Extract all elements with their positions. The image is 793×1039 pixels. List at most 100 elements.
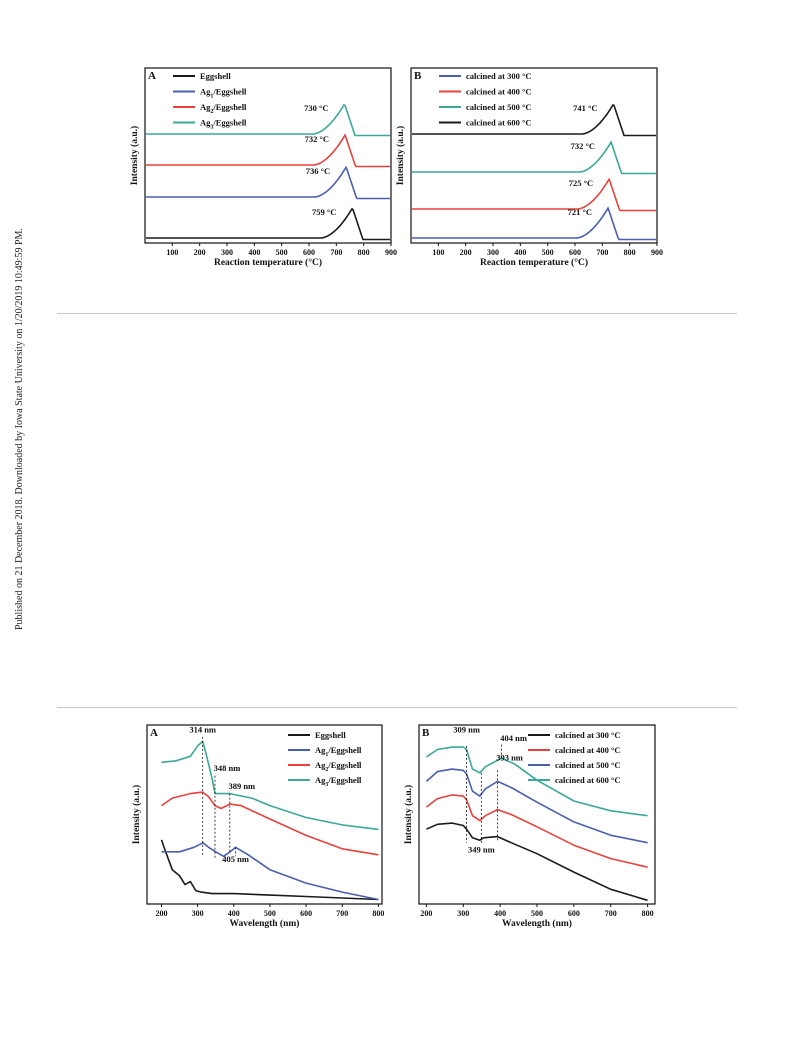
y-axis-label: Intensity (a.u.) [395, 126, 406, 185]
x-tick-label: 300 [487, 248, 499, 257]
x-tick-label: 400 [514, 248, 526, 257]
legend-label: Ag3/Eggshell [315, 775, 362, 788]
x-tick-label: 600 [569, 248, 581, 257]
legend-label: Ag1/Eggshell [200, 87, 247, 100]
peak-label: 730 °C [304, 103, 328, 113]
x-tick-label: 600 [568, 909, 580, 918]
series-line [425, 794, 648, 868]
annotation-label: 404 nm [500, 733, 527, 743]
annotation-label: 349 nm [468, 845, 495, 855]
x-axis-label: Wavelength (nm) [230, 918, 300, 929]
peak-label: 759 °C [312, 207, 336, 217]
x-tick-label: 700 [605, 909, 617, 918]
peak-label: 721 °C [568, 207, 592, 217]
legend-label: calcined at 300 °C [555, 730, 621, 740]
peak-label: 725 °C [569, 178, 593, 188]
x-axis-label: Reaction temperature (°C) [214, 257, 322, 268]
series-line [146, 103, 390, 137]
x-tick-label: 900 [651, 248, 663, 257]
x-tick-label: 500 [264, 909, 276, 918]
series-line [146, 133, 390, 168]
x-tick-label: 700 [336, 909, 348, 918]
x-tick-label: 200 [420, 909, 432, 918]
series-line [425, 768, 648, 844]
x-tick-label: 800 [624, 248, 636, 257]
panel-label: A [148, 70, 156, 82]
x-tick-label: 200 [194, 248, 206, 257]
peak-label: 741 °C [573, 103, 597, 113]
annotation-label: 314 nm [189, 724, 216, 734]
x-tick-label: 400 [248, 248, 260, 257]
legend-label: calcined at 300 °C [466, 71, 532, 81]
x-tick-label: 500 [531, 909, 543, 918]
x-tick-label: 600 [300, 909, 312, 918]
plot-frame [146, 724, 383, 905]
series-line [426, 822, 648, 902]
plot-frame [410, 67, 658, 244]
x-tick-label: 800 [642, 909, 654, 918]
series-line [161, 791, 379, 856]
y-axis-label: Intensity (a.u.) [131, 785, 142, 844]
series-line [412, 103, 656, 137]
chart-uvvis-b: 200 300 400 500 600 700 800 Wavelength (nm) Inte… [403, 724, 656, 929]
peak-label: 732 °C [571, 141, 595, 151]
x-tick-label: 100 [166, 248, 178, 257]
legend-label: calcined at 400 °C [555, 745, 621, 755]
chart-tga-b: 100 200 300 400 500 600 700 800 900 Reaction temp… [395, 67, 663, 268]
x-axis-label: Wavelength (nm) [502, 918, 572, 929]
panel-label: B [414, 70, 422, 82]
legend-label: calcined at 500 °C [466, 102, 532, 112]
x-tick-label: 400 [228, 909, 240, 918]
legend-label: Ag2/Eggshell [200, 102, 247, 115]
legend-label: calcined at 500 °C [555, 760, 621, 770]
legend-label: Ag3/Eggshell [200, 118, 247, 131]
legend-label: Ag2/Eggshell [315, 760, 362, 773]
y-axis-label: Intensity (a.u.) [403, 785, 414, 844]
x-tick-label: 900 [385, 248, 397, 257]
series-line [412, 206, 656, 241]
download-watermark: Published on 21 December 2018. Downloade… [12, 210, 26, 630]
legend-label: calcined at 600 °C [466, 118, 532, 128]
x-tick-label: 800 [358, 248, 370, 257]
x-tick-label: 100 [432, 248, 444, 257]
x-tick-label: 600 [303, 248, 315, 257]
annotation-label: 309 nm [453, 724, 480, 734]
series-line [412, 140, 656, 175]
x-tick-label: 500 [276, 248, 288, 257]
legend-label: Eggshell [200, 71, 231, 81]
annotation-label: 389 nm [228, 781, 255, 791]
series-line [146, 165, 390, 200]
annotation-label: 405 nm [222, 854, 249, 864]
chart-tga-a: 100 200 300 400 500 600 700 800 900 Reaction temp… [129, 67, 397, 268]
x-tick-label: 400 [494, 909, 506, 918]
x-tick-label: 300 [221, 248, 233, 257]
series-line [161, 842, 379, 901]
annotation-label: 348 nm [214, 763, 241, 773]
divider-bottom [57, 707, 737, 708]
chart-uvvis-a: 200 300 400 500 600 700 800 Wavelength (nm) Inte… [131, 724, 384, 929]
x-tick-label: 800 [372, 909, 384, 918]
download-watermark-text: Published on 21 December 2018. Downloade… [14, 228, 25, 630]
x-tick-label: 700 [596, 248, 608, 257]
peak-label: 732 °C [305, 134, 329, 144]
panel-label: A [150, 727, 158, 739]
series-line [146, 207, 390, 241]
y-axis-label: Intensity (a.u.) [129, 126, 140, 185]
series-line [412, 177, 656, 212]
series-line [425, 746, 648, 817]
series-line [160, 839, 379, 901]
x-tick-label: 700 [330, 248, 342, 257]
x-tick-label: 200 [460, 248, 472, 257]
x-tick-label: 200 [155, 909, 167, 918]
x-tick-label: 500 [542, 248, 554, 257]
plot-frame [144, 67, 392, 244]
peak-label: 736 °C [306, 166, 330, 176]
legend-label: calcined at 600 °C [555, 775, 621, 785]
panel-label: B [422, 727, 430, 739]
x-tick-label: 300 [192, 909, 204, 918]
legend-label: Ag1/Eggshell [315, 745, 362, 758]
x-tick-label: 300 [457, 909, 469, 918]
divider-top [57, 313, 737, 314]
annotation-label: 393 nm [496, 753, 523, 763]
legend-label: calcined at 400 °C [466, 87, 532, 97]
